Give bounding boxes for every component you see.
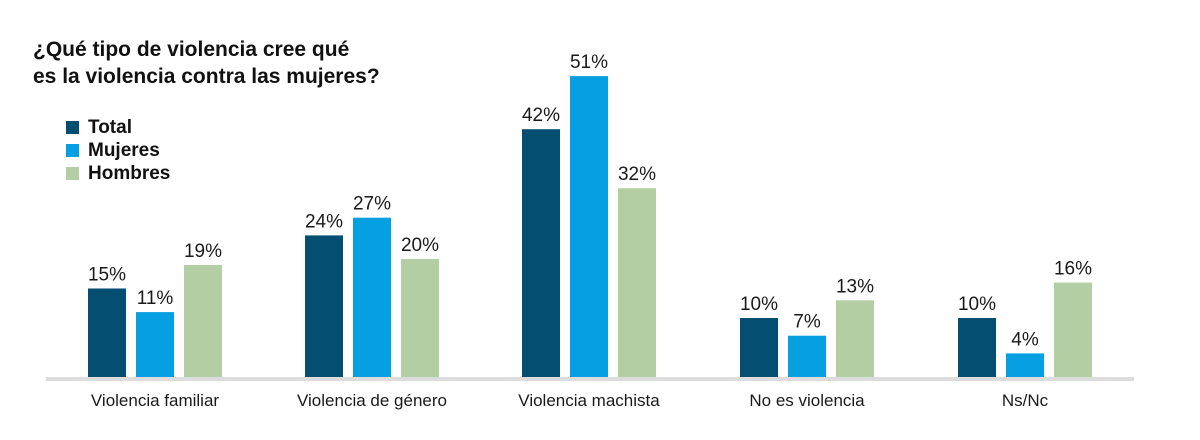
bar-hombres-3: [836, 300, 874, 377]
bar-hombres-1: [401, 259, 439, 377]
chart-title-line-2: es la violencia contra las mujeres?: [33, 65, 380, 88]
bar-mujeres-2: [570, 76, 608, 377]
bar-hombres-2: [618, 188, 656, 377]
bar-total-1: [305, 235, 343, 377]
data-label-total-4: 10%: [958, 294, 996, 315]
bar-total-4: [958, 318, 996, 377]
legend-item-hombres: Hombres: [66, 162, 170, 185]
data-label-hombres-1: 20%: [401, 235, 439, 256]
data-label-mujeres-3: 7%: [793, 312, 821, 333]
chart-legend: Total Mujeres Hombres: [66, 116, 170, 185]
data-label-hombres-3: 13%: [836, 276, 874, 297]
data-label-mujeres-2: 51%: [570, 52, 608, 73]
category-label-4: Ns/Nc: [1002, 391, 1049, 410]
data-label-hombres-2: 32%: [618, 164, 656, 185]
data-label-total-1: 24%: [305, 211, 343, 232]
bar-total-2: [522, 129, 560, 377]
bar-mujeres-1: [353, 217, 391, 377]
bar-mujeres-0: [136, 312, 174, 377]
bar-hombres-4: [1054, 282, 1092, 377]
legend-item-mujeres: Mujeres: [66, 139, 170, 162]
data-label-total-0: 15%: [88, 265, 126, 286]
data-label-hombres-0: 19%: [184, 241, 222, 262]
category-label-2: Violencia machista: [518, 391, 660, 410]
chart-title: ¿Qué tipo de violencia cree qué es la vi…: [33, 36, 553, 90]
x-axis-baseline: [46, 377, 1134, 381]
bar-hombres-0: [184, 264, 222, 377]
legend-item-total: Total: [66, 116, 170, 139]
bar-mujeres-3: [788, 335, 826, 377]
data-label-total-2: 42%: [522, 105, 560, 126]
data-label-mujeres-1: 27%: [353, 194, 391, 215]
data-label-mujeres-4: 4%: [1011, 329, 1039, 350]
category-label-3: No es violencia: [749, 391, 865, 410]
data-label-mujeres-0: 11%: [137, 288, 174, 309]
legend-label-mujeres: Mujeres: [88, 139, 160, 161]
bar-mujeres-4: [1006, 353, 1044, 377]
legend-swatch-mujeres: [66, 144, 79, 157]
legend-label-hombres: Hombres: [88, 162, 171, 184]
legend-label-total: Total: [88, 116, 132, 138]
data-label-hombres-4: 16%: [1054, 259, 1092, 280]
data-label-total-3: 10%: [740, 294, 778, 315]
bar-total-3: [740, 318, 778, 377]
chart-title-line-1: ¿Qué tipo de violencia cree qué: [33, 38, 350, 61]
legend-swatch-hombres: [66, 167, 79, 180]
category-label-1: Violencia de género: [297, 391, 447, 410]
category-label-0: Violencia familiar: [91, 391, 220, 410]
bar-total-0: [88, 288, 126, 377]
legend-swatch-total: [66, 121, 79, 134]
